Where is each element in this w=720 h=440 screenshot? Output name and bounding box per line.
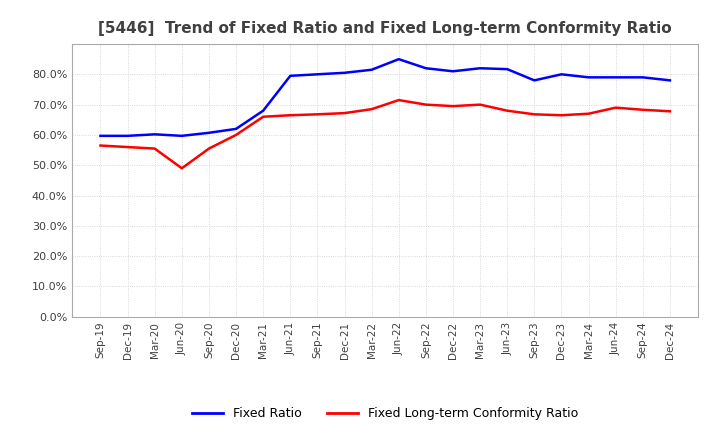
- Fixed Ratio: [503, 66, 511, 72]
- Fixed Ratio: [665, 78, 674, 83]
- Fixed Ratio: [96, 133, 105, 139]
- Fixed Ratio: [313, 72, 322, 77]
- Fixed Long-term Conformity Ratio: [204, 146, 213, 151]
- Fixed Long-term Conformity Ratio: [639, 107, 647, 112]
- Fixed Long-term Conformity Ratio: [611, 105, 620, 110]
- Fixed Long-term Conformity Ratio: [123, 144, 132, 150]
- Fixed Long-term Conformity Ratio: [178, 165, 186, 171]
- Line: Fixed Ratio: Fixed Ratio: [101, 59, 670, 136]
- Fixed Ratio: [476, 66, 485, 71]
- Fixed Ratio: [178, 133, 186, 139]
- Fixed Ratio: [204, 130, 213, 136]
- Fixed Long-term Conformity Ratio: [150, 146, 159, 151]
- Fixed Long-term Conformity Ratio: [341, 110, 349, 116]
- Fixed Ratio: [611, 75, 620, 80]
- Fixed Ratio: [367, 67, 376, 73]
- Fixed Long-term Conformity Ratio: [557, 113, 566, 118]
- Fixed Ratio: [286, 73, 294, 78]
- Fixed Long-term Conformity Ratio: [286, 113, 294, 118]
- Fixed Ratio: [259, 108, 268, 114]
- Fixed Long-term Conformity Ratio: [313, 112, 322, 117]
- Fixed Ratio: [421, 66, 430, 71]
- Fixed Long-term Conformity Ratio: [476, 102, 485, 107]
- Title: [5446]  Trend of Fixed Ratio and Fixed Long-term Conformity Ratio: [5446] Trend of Fixed Ratio and Fixed Lo…: [99, 21, 672, 36]
- Fixed Long-term Conformity Ratio: [530, 112, 539, 117]
- Fixed Ratio: [639, 75, 647, 80]
- Fixed Long-term Conformity Ratio: [367, 106, 376, 112]
- Fixed Long-term Conformity Ratio: [96, 143, 105, 148]
- Fixed Long-term Conformity Ratio: [259, 114, 268, 119]
- Fixed Ratio: [584, 75, 593, 80]
- Fixed Ratio: [341, 70, 349, 75]
- Fixed Long-term Conformity Ratio: [503, 108, 511, 114]
- Fixed Ratio: [395, 56, 403, 62]
- Fixed Ratio: [557, 72, 566, 77]
- Fixed Long-term Conformity Ratio: [665, 109, 674, 114]
- Fixed Long-term Conformity Ratio: [421, 102, 430, 107]
- Fixed Ratio: [449, 69, 457, 74]
- Fixed Long-term Conformity Ratio: [584, 111, 593, 116]
- Fixed Long-term Conformity Ratio: [395, 97, 403, 103]
- Fixed Long-term Conformity Ratio: [232, 132, 240, 138]
- Fixed Ratio: [150, 132, 159, 137]
- Fixed Ratio: [530, 78, 539, 83]
- Line: Fixed Long-term Conformity Ratio: Fixed Long-term Conformity Ratio: [101, 100, 670, 168]
- Fixed Ratio: [232, 126, 240, 132]
- Legend: Fixed Ratio, Fixed Long-term Conformity Ratio: Fixed Ratio, Fixed Long-term Conformity …: [187, 402, 583, 425]
- Fixed Ratio: [123, 133, 132, 139]
- Fixed Long-term Conformity Ratio: [449, 103, 457, 109]
